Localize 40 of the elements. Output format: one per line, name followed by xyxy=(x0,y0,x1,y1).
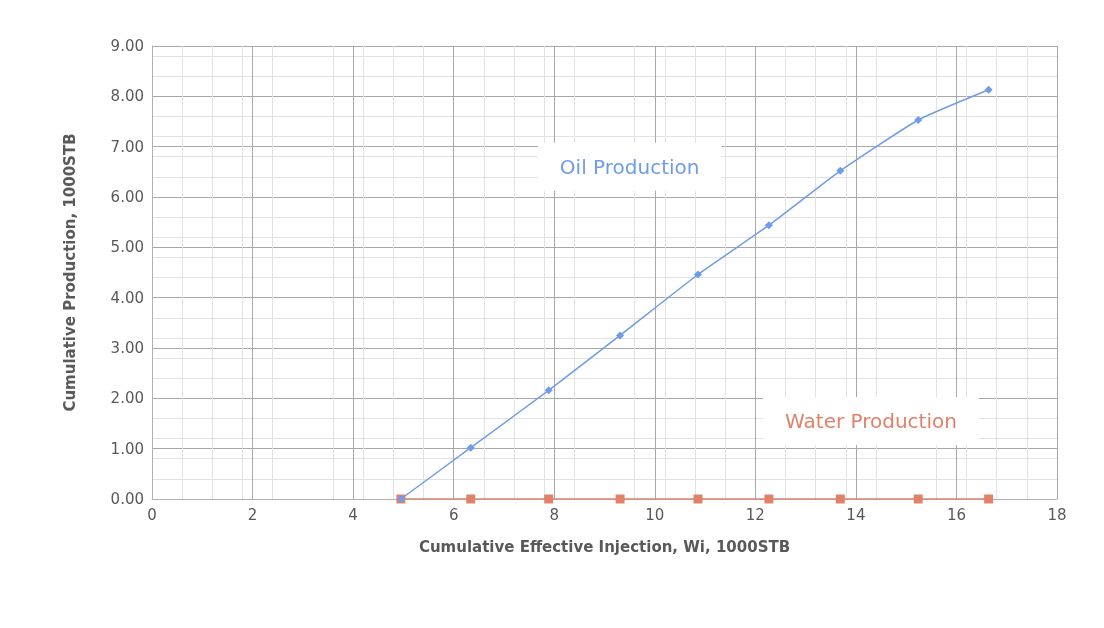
x-tick-label: 0 xyxy=(147,505,157,524)
point xyxy=(544,386,553,395)
point xyxy=(764,221,773,230)
point xyxy=(544,494,554,504)
point xyxy=(616,331,625,340)
x-tick-label: 4 xyxy=(348,505,358,524)
y-tick-label: 0.00 xyxy=(110,490,144,508)
point xyxy=(984,494,994,504)
text: Oil Production xyxy=(559,154,700,179)
point xyxy=(764,494,774,504)
x-tick-label: 6 xyxy=(448,505,459,524)
x-axis-title: Cumulative Effective Injection, Wi, 1000STB xyxy=(418,537,791,556)
point xyxy=(914,115,923,124)
y-tick-label: 9.00 xyxy=(110,37,144,55)
point xyxy=(466,443,475,452)
y-tick-label: 6.00 xyxy=(110,188,144,206)
x-tick-label: 2 xyxy=(247,505,258,524)
y-tick-label: 8.00 xyxy=(110,87,144,106)
x-tick-label: 12 xyxy=(745,505,765,524)
y-axis-title: Cumulative Production, 1000STB xyxy=(60,133,79,412)
point xyxy=(694,270,703,279)
y-tick-label: 2.00 xyxy=(110,389,144,408)
point xyxy=(615,494,625,504)
point xyxy=(693,494,703,504)
x-tick-label: 16 xyxy=(946,505,966,524)
point xyxy=(466,494,476,504)
point xyxy=(913,494,923,504)
point xyxy=(984,85,993,94)
y-tick-label: 5.00 xyxy=(110,238,144,257)
x-tick-label: 18 xyxy=(1047,505,1067,524)
x-tick-label: 8 xyxy=(549,505,559,524)
x-tick-label: 10 xyxy=(645,505,665,524)
point xyxy=(836,166,845,175)
point xyxy=(835,494,845,504)
text: Water Production xyxy=(785,408,957,433)
y-tick-label: 7.00 xyxy=(110,137,144,156)
y-tick-label: 1.00 xyxy=(110,439,144,458)
x-tick-label: 14 xyxy=(846,505,866,524)
y-tick-label: 3.00 xyxy=(110,339,144,357)
y-tick-label: 4.00 xyxy=(110,288,144,307)
